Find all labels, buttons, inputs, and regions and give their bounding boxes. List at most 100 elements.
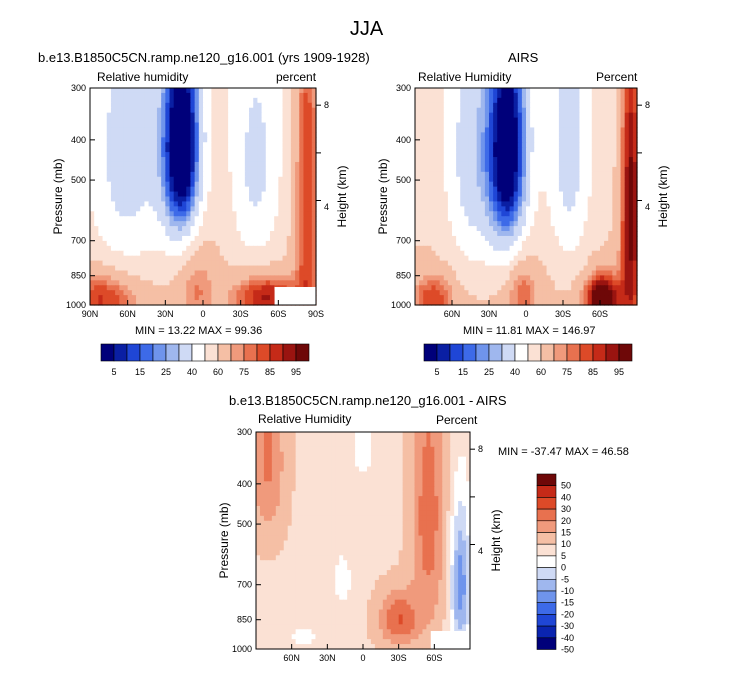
heatmap-cell — [415, 285, 420, 291]
heatmap-cell — [591, 270, 597, 277]
heatmap-cell — [612, 270, 618, 277]
heatmap-cell — [608, 216, 613, 222]
heatmap-cell — [136, 112, 141, 119]
heatmap-cell — [460, 265, 465, 272]
heatmap-cell — [244, 171, 250, 178]
heatmap-cell — [484, 295, 490, 301]
heatmap-cell — [123, 92, 129, 99]
heatmap-cell — [497, 226, 502, 232]
heatmap-cell — [456, 127, 461, 133]
heatmap-cell — [265, 176, 271, 183]
heatmap-cell — [587, 157, 593, 163]
heatmap-cell — [542, 161, 548, 168]
heatmap-cell — [102, 211, 108, 217]
heatmap-cell — [182, 196, 187, 203]
heatmap-cell — [587, 161, 593, 168]
heatmap-cell — [148, 206, 154, 212]
heatmap-cell — [115, 275, 120, 281]
panel1-stats: MIN = 13.22 MAX = 99.36 — [135, 325, 263, 337]
heatmap-cell — [253, 221, 259, 227]
heatmap-cell — [575, 270, 581, 277]
heatmap-cell — [307, 201, 313, 207]
heatmap-cell — [460, 157, 465, 163]
heatmap-cell — [295, 181, 300, 188]
heatmap-cell — [140, 122, 146, 129]
heatmap-cell — [219, 265, 225, 272]
heatmap-cell — [567, 137, 572, 143]
heatmap-cell — [182, 122, 187, 129]
heatmap-cell — [558, 127, 564, 133]
heatmap-cell — [223, 88, 229, 94]
heatmap-cell — [530, 226, 535, 232]
heatmap-cell — [526, 245, 531, 252]
heatmap-cell — [282, 201, 288, 207]
heatmap-cell — [219, 250, 225, 257]
heatmap-cell — [110, 216, 116, 222]
heatmap-cell — [497, 300, 502, 306]
heatmap-cell — [538, 270, 544, 277]
y2-axis-title: Height (km) — [335, 165, 349, 227]
heatmap-cell — [274, 270, 279, 277]
heatmap-cell — [419, 137, 424, 143]
heatmap-cell — [419, 107, 424, 114]
heatmap-cell — [98, 295, 104, 301]
heatmap-cell — [102, 285, 108, 291]
heatmap-cell — [415, 245, 420, 252]
heatmap-cell — [600, 166, 605, 173]
heatmap-cell — [102, 270, 108, 277]
heatmap-cell — [443, 260, 449, 267]
heatmap-cell — [530, 235, 535, 242]
heatmap-cell — [472, 280, 478, 286]
labelbar-box — [553, 343, 568, 362]
heatmap-cell — [476, 171, 482, 178]
heatmap-cell — [156, 117, 162, 124]
heatmap-cell — [587, 176, 593, 183]
heatmap-cell — [624, 102, 630, 109]
heatmap-cell — [456, 206, 461, 212]
heatmap-cell — [131, 211, 137, 217]
heatmap-cell — [169, 240, 175, 247]
heatmap-cell — [456, 290, 461, 296]
heatmap-cell — [282, 122, 288, 129]
labelbar-box — [256, 343, 271, 362]
heatmap-cell — [604, 226, 609, 232]
heatmap-cell — [628, 92, 634, 99]
heatmap-cell — [628, 181, 634, 188]
heatmap-cell — [274, 245, 279, 252]
heatmap-cell — [567, 171, 572, 178]
heatmap-cell — [542, 107, 548, 114]
heatmap-cell — [140, 186, 146, 193]
heatmap-cell — [632, 270, 638, 277]
heatmap-cell — [94, 240, 99, 247]
heatmap-cell — [546, 260, 552, 267]
heatmap-cell — [546, 147, 552, 153]
heatmap-cell — [182, 107, 187, 114]
heatmap-cell — [452, 221, 457, 227]
heatmap-cell — [236, 147, 242, 153]
heatmap-cell — [274, 92, 279, 99]
heatmap-cell — [249, 147, 254, 153]
heatmap-cell — [110, 132, 116, 138]
heatmap-cell — [517, 255, 523, 262]
heatmap-cell — [253, 137, 259, 143]
heatmap-cell — [558, 201, 564, 207]
heatmap-cell — [282, 260, 288, 267]
heatmap-cell — [472, 112, 478, 119]
heatmap-cell — [136, 240, 141, 247]
heatmap-cell — [497, 127, 502, 133]
heatmap-cell — [447, 152, 453, 158]
heatmap-cell — [472, 201, 478, 207]
panel1-right-label: percent — [276, 70, 317, 84]
heatmap-cell — [123, 245, 129, 252]
heatmap-cell — [489, 285, 494, 291]
heatmap-cell — [595, 122, 601, 129]
heatmap-cell — [480, 235, 486, 242]
heatmap-cell — [232, 127, 238, 133]
heatmap-cell — [435, 107, 441, 114]
heatmap-cell — [265, 226, 271, 232]
heatmap-cell — [144, 295, 150, 301]
heatmap-cell — [131, 250, 137, 257]
heatmap-cell — [600, 255, 605, 262]
heatmap-cell — [119, 176, 125, 183]
heatmap-cell — [554, 206, 560, 212]
